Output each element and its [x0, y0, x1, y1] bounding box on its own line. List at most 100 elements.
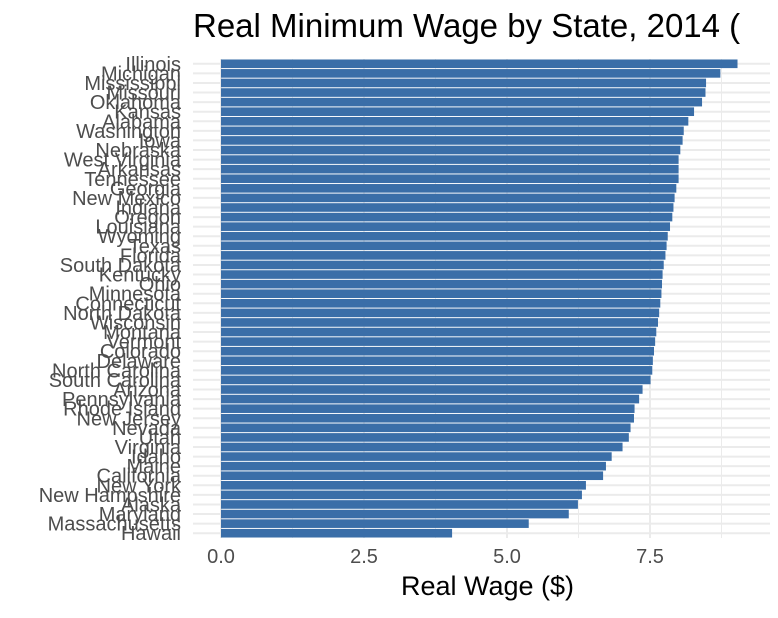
category-label: Texas [129, 236, 181, 258]
category-label: Indiana [115, 197, 181, 219]
bar [221, 164, 679, 174]
category-label: New Mexico [72, 188, 181, 210]
category-label: Hawaii [121, 523, 181, 545]
category-label: Arkansas [98, 159, 181, 181]
category-label: Ohio [139, 274, 181, 296]
bar [221, 423, 631, 433]
category-label: Mississippi [84, 73, 181, 95]
bar [221, 203, 674, 212]
category-label: Nevada [112, 418, 182, 440]
x-tick-label: 2.5 [350, 546, 378, 568]
category-label: Pennsylvania [62, 389, 182, 411]
category-label: New Jersey [77, 408, 181, 430]
category-label: Wisconsin [90, 312, 181, 334]
bar [221, 490, 582, 500]
category-label: Massachusetts [48, 514, 181, 536]
bar [221, 59, 738, 69]
category-label: Florida [120, 245, 182, 267]
x-tick-label: 7.5 [636, 546, 664, 568]
bar [221, 394, 640, 404]
bar [221, 222, 671, 231]
category-label: South Dakota [60, 255, 182, 277]
bar [221, 136, 683, 145]
bar [221, 318, 659, 327]
category-label: Idaho [131, 447, 181, 469]
bar [221, 116, 689, 126]
bar [221, 78, 707, 88]
bar [221, 413, 634, 423]
category-labels: IllinoisMichiganMississippiMissouriOklah… [39, 54, 182, 545]
category-label: North Dakota [63, 303, 182, 325]
bar [221, 107, 695, 117]
category-label: Tennessee [84, 169, 181, 191]
category-label: Georgia [110, 178, 182, 200]
bar [221, 145, 681, 155]
category-label: Oklahoma [90, 92, 182, 114]
category-label: Wyoming [98, 226, 181, 248]
chart-title: Real Minimum Wage by State, 2014 ( [193, 7, 741, 44]
bar [221, 260, 664, 270]
bar [221, 193, 675, 203]
bar [221, 270, 663, 279]
bar [221, 327, 657, 337]
category-label: Alabama [102, 111, 182, 133]
bar [221, 337, 656, 346]
bar [221, 346, 655, 356]
category-label: Virginia [115, 437, 182, 459]
category-label: New York [97, 475, 182, 497]
category-label: Oregon [114, 207, 181, 229]
category-label: Montana [103, 322, 182, 344]
bar [221, 471, 604, 481]
bar [221, 231, 668, 241]
category-label: Maine [127, 456, 181, 478]
category-label: Vermont [107, 332, 182, 354]
category-label: Kentucky [99, 265, 181, 287]
bar [221, 184, 677, 193]
bar [221, 174, 679, 184]
category-label: Michigan [101, 63, 181, 85]
category-label: Washington [76, 121, 181, 143]
category-label: California [97, 466, 182, 488]
x-tick-labels: 0.0 2.5 5.0 7.5 [207, 546, 664, 568]
bar [221, 528, 453, 538]
category-label: Arizona [113, 380, 182, 402]
bar [221, 308, 660, 318]
category-label: New Hampshire [39, 485, 181, 507]
category-label: Illinois [125, 54, 181, 76]
bar [221, 298, 661, 308]
bar [221, 509, 569, 519]
bar [221, 404, 635, 413]
category-label: West Virginia [64, 150, 182, 172]
category-label: Kansas [114, 102, 181, 124]
bar [221, 212, 673, 222]
bar [221, 97, 703, 107]
bar [221, 155, 679, 164]
category-label: Minnesota [89, 284, 182, 306]
bar [221, 375, 651, 385]
x-tick-label: 5.0 [493, 546, 521, 568]
category-label: Delaware [97, 351, 181, 373]
category-label: Maryland [99, 504, 181, 526]
category-label: North Carolina [52, 360, 182, 382]
bar [221, 433, 629, 442]
bar [221, 279, 663, 289]
bar [221, 126, 684, 136]
bar [221, 289, 662, 299]
bar [221, 480, 586, 490]
bars [221, 59, 738, 538]
category-label: Missouri [107, 83, 181, 105]
bar [221, 366, 653, 375]
bar [221, 241, 667, 251]
category-label: Alaska [121, 494, 182, 516]
bar [221, 452, 612, 461]
bar [221, 251, 666, 260]
bar [221, 519, 529, 528]
category-label: Rhode Island [63, 399, 181, 421]
bar [221, 500, 578, 509]
bar [221, 461, 606, 471]
category-label: Connecticut [75, 293, 181, 315]
category-label: Colorado [100, 341, 181, 363]
bar [221, 356, 653, 366]
bar [221, 88, 706, 97]
